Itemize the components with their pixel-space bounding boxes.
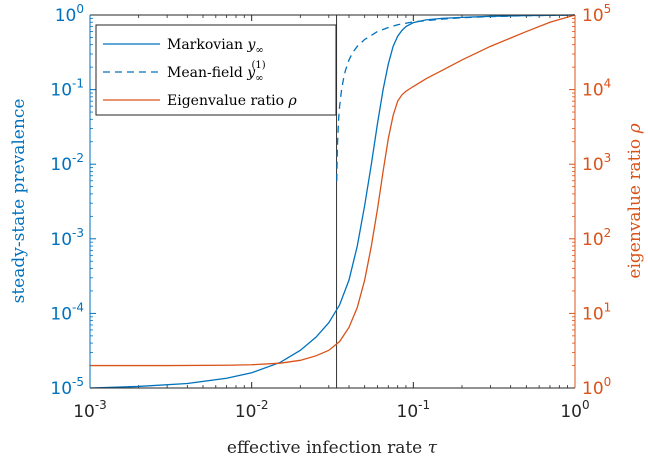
y-left-tick-label-0-exponent: -5 (72, 375, 84, 389)
y-right-tick-label-5: 105 (582, 2, 611, 26)
y-right-axis-label-text: eigenvalue ratio (625, 139, 645, 279)
y-right-tick-label-0-base: 10 (582, 379, 604, 399)
y-right-tick-label-3-exponent: 3 (604, 151, 612, 165)
y-right-tick-label-2: 102 (582, 226, 611, 250)
y-left-tick-label-1-exponent: -4 (72, 300, 84, 314)
y-right-tick-label-1: 101 (582, 300, 611, 324)
x-tick-label-0: 10-3 (73, 398, 107, 422)
x-tick-label-1-exponent: -2 (257, 398, 269, 412)
legend-name-eigenvalue-ratio: Eigenvalue ratio (167, 93, 284, 109)
x-ticks: 10-3 10-2 10-1 100 (73, 15, 590, 422)
y-left-tick-label-3-base: 10 (50, 155, 72, 175)
y-right-tick-label-4-base: 10 (582, 81, 604, 101)
series-eigenvalue-ratio-line (90, 14, 576, 367)
y-left-tick-label-1-base: 10 (50, 304, 72, 324)
y-right-tick-label-3-base: 10 (582, 155, 604, 175)
y-right-tick-label-0: 100 (582, 375, 611, 399)
y-left-tick-label-5-exponent: 0 (76, 2, 84, 16)
legend-label-mean-field: Mean-field y∞ (1) (167, 60, 266, 84)
x-tick-label-1-base: 10 (235, 402, 257, 422)
y-left-tick-label-0-base: 10 (50, 379, 72, 399)
legend-subscript-mean-field: ∞ (255, 73, 263, 84)
y-left-tick-label-5-base: 10 (55, 6, 77, 26)
y-left-tick-label-3-exponent: -2 (72, 151, 84, 165)
x-axis-label-symbol: τ (428, 438, 438, 458)
legend-subscript-markovian: ∞ (255, 45, 263, 56)
series-mean-field-line (336, 14, 576, 181)
y-right-tick-label-0-exponent: 0 (604, 375, 612, 389)
y-left-tick-label-0: 10-5 (50, 375, 84, 399)
y-left-axis-label: steady-state prevalence (9, 99, 29, 304)
y-right-tick-label-1-exponent: 1 (604, 300, 612, 314)
y-left-tick-label-3: 10-2 (50, 151, 84, 175)
y-left-tick-label-5: 100 (55, 2, 84, 26)
y-right-tick-label-4-exponent: 4 (604, 77, 612, 91)
legend-symbol-markovian: y (247, 37, 257, 53)
x-tick-label-3-base: 10 (560, 402, 582, 422)
legend-name-mean-field: Mean-field (167, 65, 243, 81)
x-axis-label-text: effective infection rate (227, 438, 422, 458)
legend-superscript-mean-field: (1) (252, 60, 266, 71)
legend: Markovian y∞ Mean-field y∞(1) Eigenvalue… (95, 24, 337, 116)
x-tick-label-2-base: 10 (397, 402, 419, 422)
x-tick-label-0-exponent: -3 (95, 398, 107, 412)
legend-symbol-eigenvalue-ratio: ρ (287, 93, 297, 109)
y-right-tick-label-3: 103 (582, 151, 611, 175)
y-left-tick-label-2-exponent: -3 (72, 226, 84, 240)
y-right-tick-label-4: 104 (582, 77, 611, 101)
y-left-tick-label-2-base: 10 (50, 230, 72, 250)
x-tick-label-3-exponent: 0 (582, 398, 590, 412)
y-right-tick-label-1-base: 10 (582, 304, 604, 324)
x-tick-label-3: 100 (560, 398, 589, 422)
y-right-tick-label-2-exponent: 2 (604, 226, 612, 240)
legend-label-markovian: Markovian y∞ (167, 37, 264, 56)
y-left-tick-label-4-exponent: -1 (72, 77, 84, 91)
x-tick-label-1: 10-2 (235, 398, 269, 422)
y-left-tick-label-2: 10-3 (50, 226, 84, 250)
legend-label-eigenvalue-ratio: Eigenvalue ratio ρ (167, 93, 297, 109)
legend-name-markovian: Markovian (167, 37, 243, 53)
y-right-tick-label-5-base: 10 (582, 6, 604, 26)
x-tick-label-2-exponent: -1 (418, 398, 430, 412)
x-axis-label: effective infection rate τ (227, 438, 438, 458)
x-tick-label-0-base: 10 (73, 402, 95, 422)
series-markovian-line (89, 14, 576, 389)
y-left-tick-label-4: 10-1 (50, 77, 84, 101)
legend-symbol-mean-field: y (246, 65, 256, 81)
y-right-tick-label-5-exponent: 5 (604, 2, 612, 16)
y-right-tick-label-2-base: 10 (582, 230, 604, 250)
x-tick-label-2: 10-1 (397, 398, 431, 422)
y-left-tick-label-4-base: 10 (50, 81, 72, 101)
y-right-axis-label-symbol: ρ (625, 123, 645, 134)
y-left-tick-label-1: 10-4 (50, 300, 84, 324)
y-right-axis-label: eigenvalue ratio ρ (625, 123, 645, 278)
